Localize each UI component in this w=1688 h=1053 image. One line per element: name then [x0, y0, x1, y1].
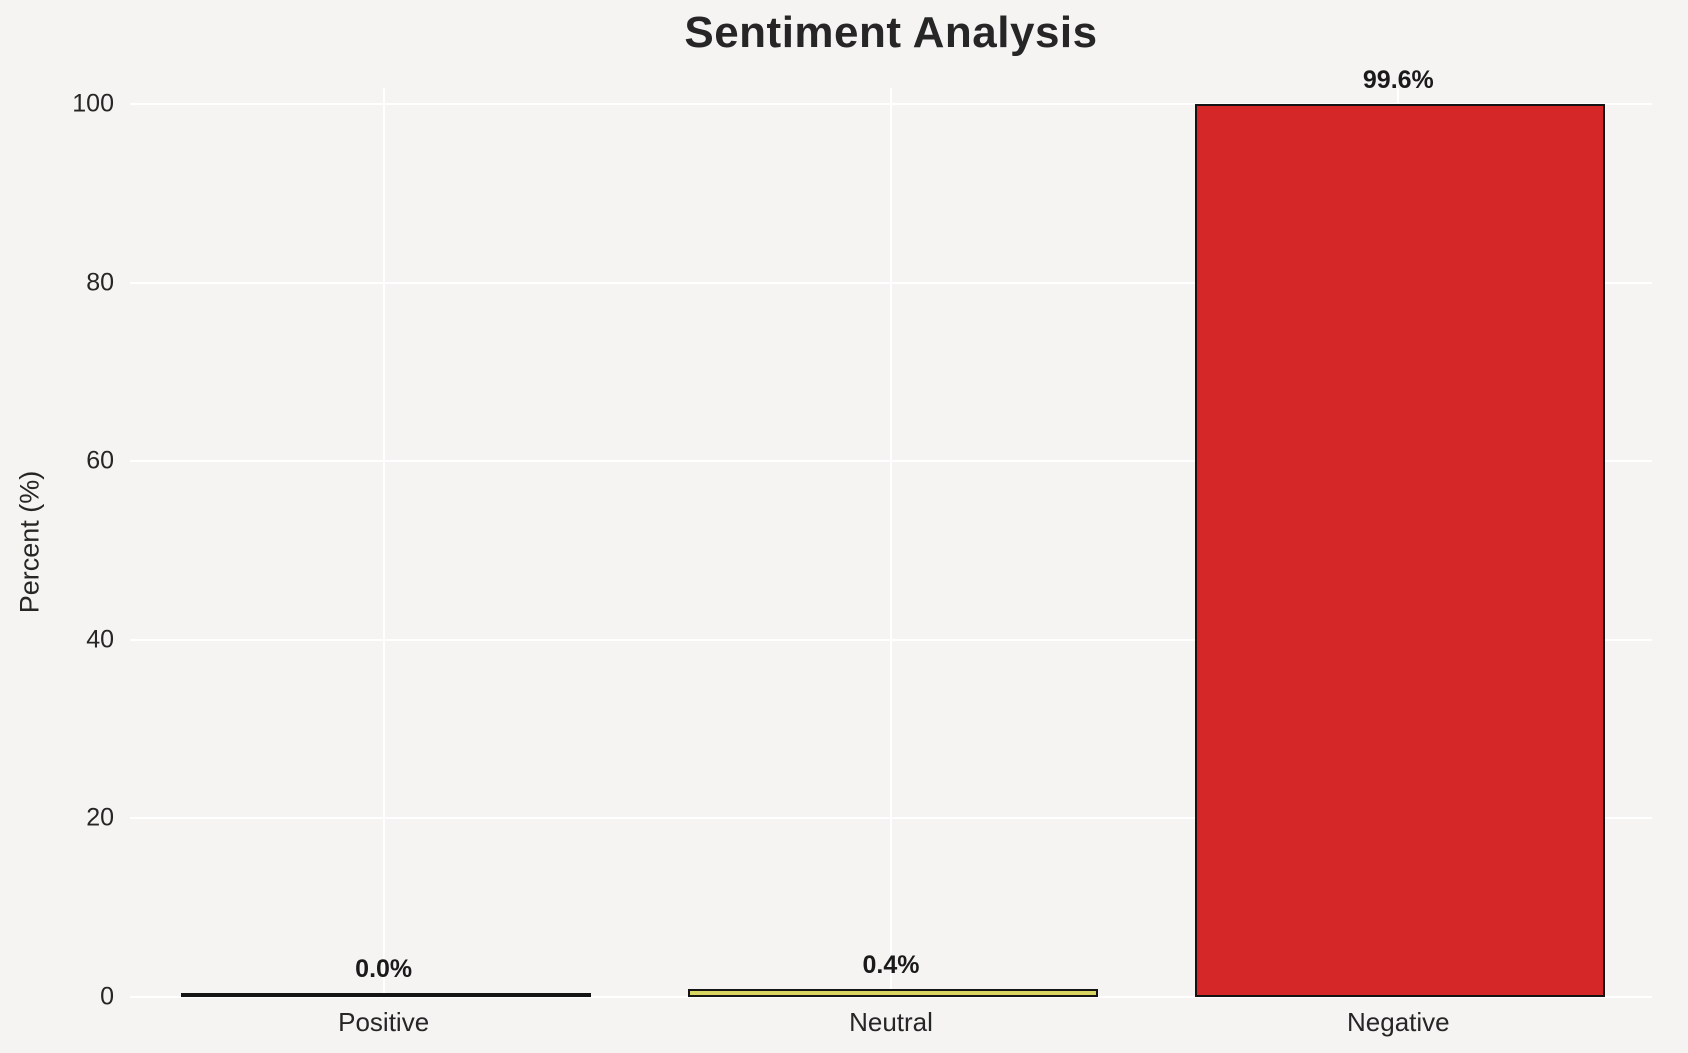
bar-positive: [180, 993, 591, 997]
y-tick-label: 20: [86, 803, 114, 832]
y-tick-label: 100: [72, 89, 114, 118]
x-gridline: [890, 88, 892, 997]
y-tick-label: 80: [86, 268, 114, 297]
y-tick-label: 0: [100, 982, 114, 1011]
bar-value-label: 0.4%: [862, 951, 920, 980]
y-tick-label: 60: [86, 446, 114, 475]
bar-value-label: 99.6%: [1362, 65, 1434, 94]
y-axis-label: Percent (%): [14, 470, 45, 614]
y-gridline: [130, 996, 1652, 998]
x-tick-label: Negative: [1347, 1007, 1450, 1037]
y-tick-label: 40: [86, 625, 114, 654]
chart-title: Sentiment Analysis: [684, 8, 1098, 57]
bar-neutral: [688, 989, 1098, 997]
x-tick-label: Positive: [338, 1007, 430, 1037]
plot-area: 0.0% 0.4% 99.6%: [130, 66, 1652, 998]
x-gridline: [382, 88, 385, 997]
bar-value-label: 0.0%: [355, 955, 413, 983]
x-tick-label: Neutral: [849, 1007, 933, 1037]
bar-negative: [1195, 103, 1606, 997]
